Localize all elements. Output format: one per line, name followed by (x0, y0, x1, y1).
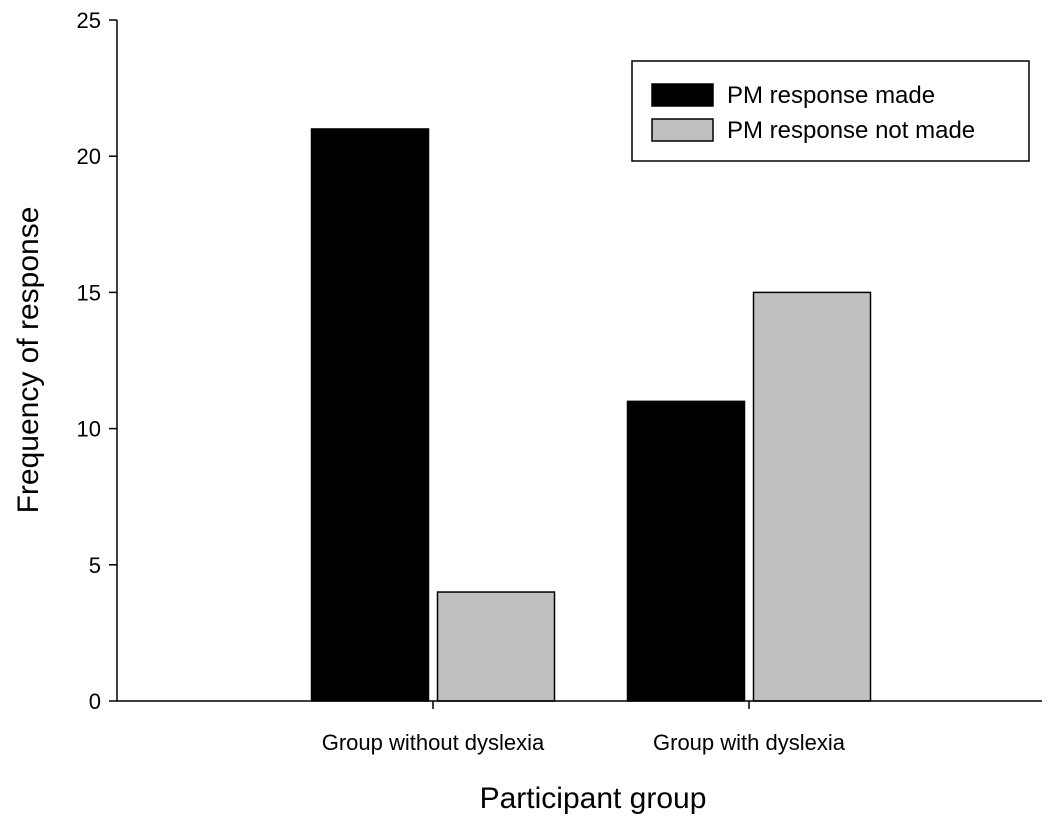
legend-swatch (651, 83, 714, 107)
x-tick-label: Group with dyslexia (653, 730, 846, 755)
bar-made-with-dyslexia (626, 400, 746, 702)
x-axis-title: Participant group (480, 782, 707, 815)
legend: PM response made PM response not made (631, 60, 1030, 162)
bar-not-made-without-dyslexia (436, 591, 556, 702)
legend-label: PM response not made (727, 117, 975, 144)
y-tick-label: 20 (77, 144, 101, 169)
y-tick-label: 10 (77, 417, 101, 442)
x-tick-label: Group without dyslexia (322, 730, 545, 755)
legend-label: PM response made (727, 82, 935, 109)
y-axis-title: Frequency of response (12, 207, 45, 514)
bar-made-without-dyslexia (310, 128, 430, 702)
plot-area: 0 5 10 15 20 25 Group without dyslexia Group wi… (77, 8, 1042, 755)
y-tick-label: 5 (89, 553, 101, 578)
legend-box (631, 60, 1030, 162)
y-tick-label: 15 (77, 280, 101, 305)
y-tick-label: 25 (77, 8, 101, 33)
bar-not-made-with-dyslexia (752, 291, 872, 702)
y-tick-label: 0 (89, 689, 101, 714)
legend-swatch (651, 118, 714, 142)
